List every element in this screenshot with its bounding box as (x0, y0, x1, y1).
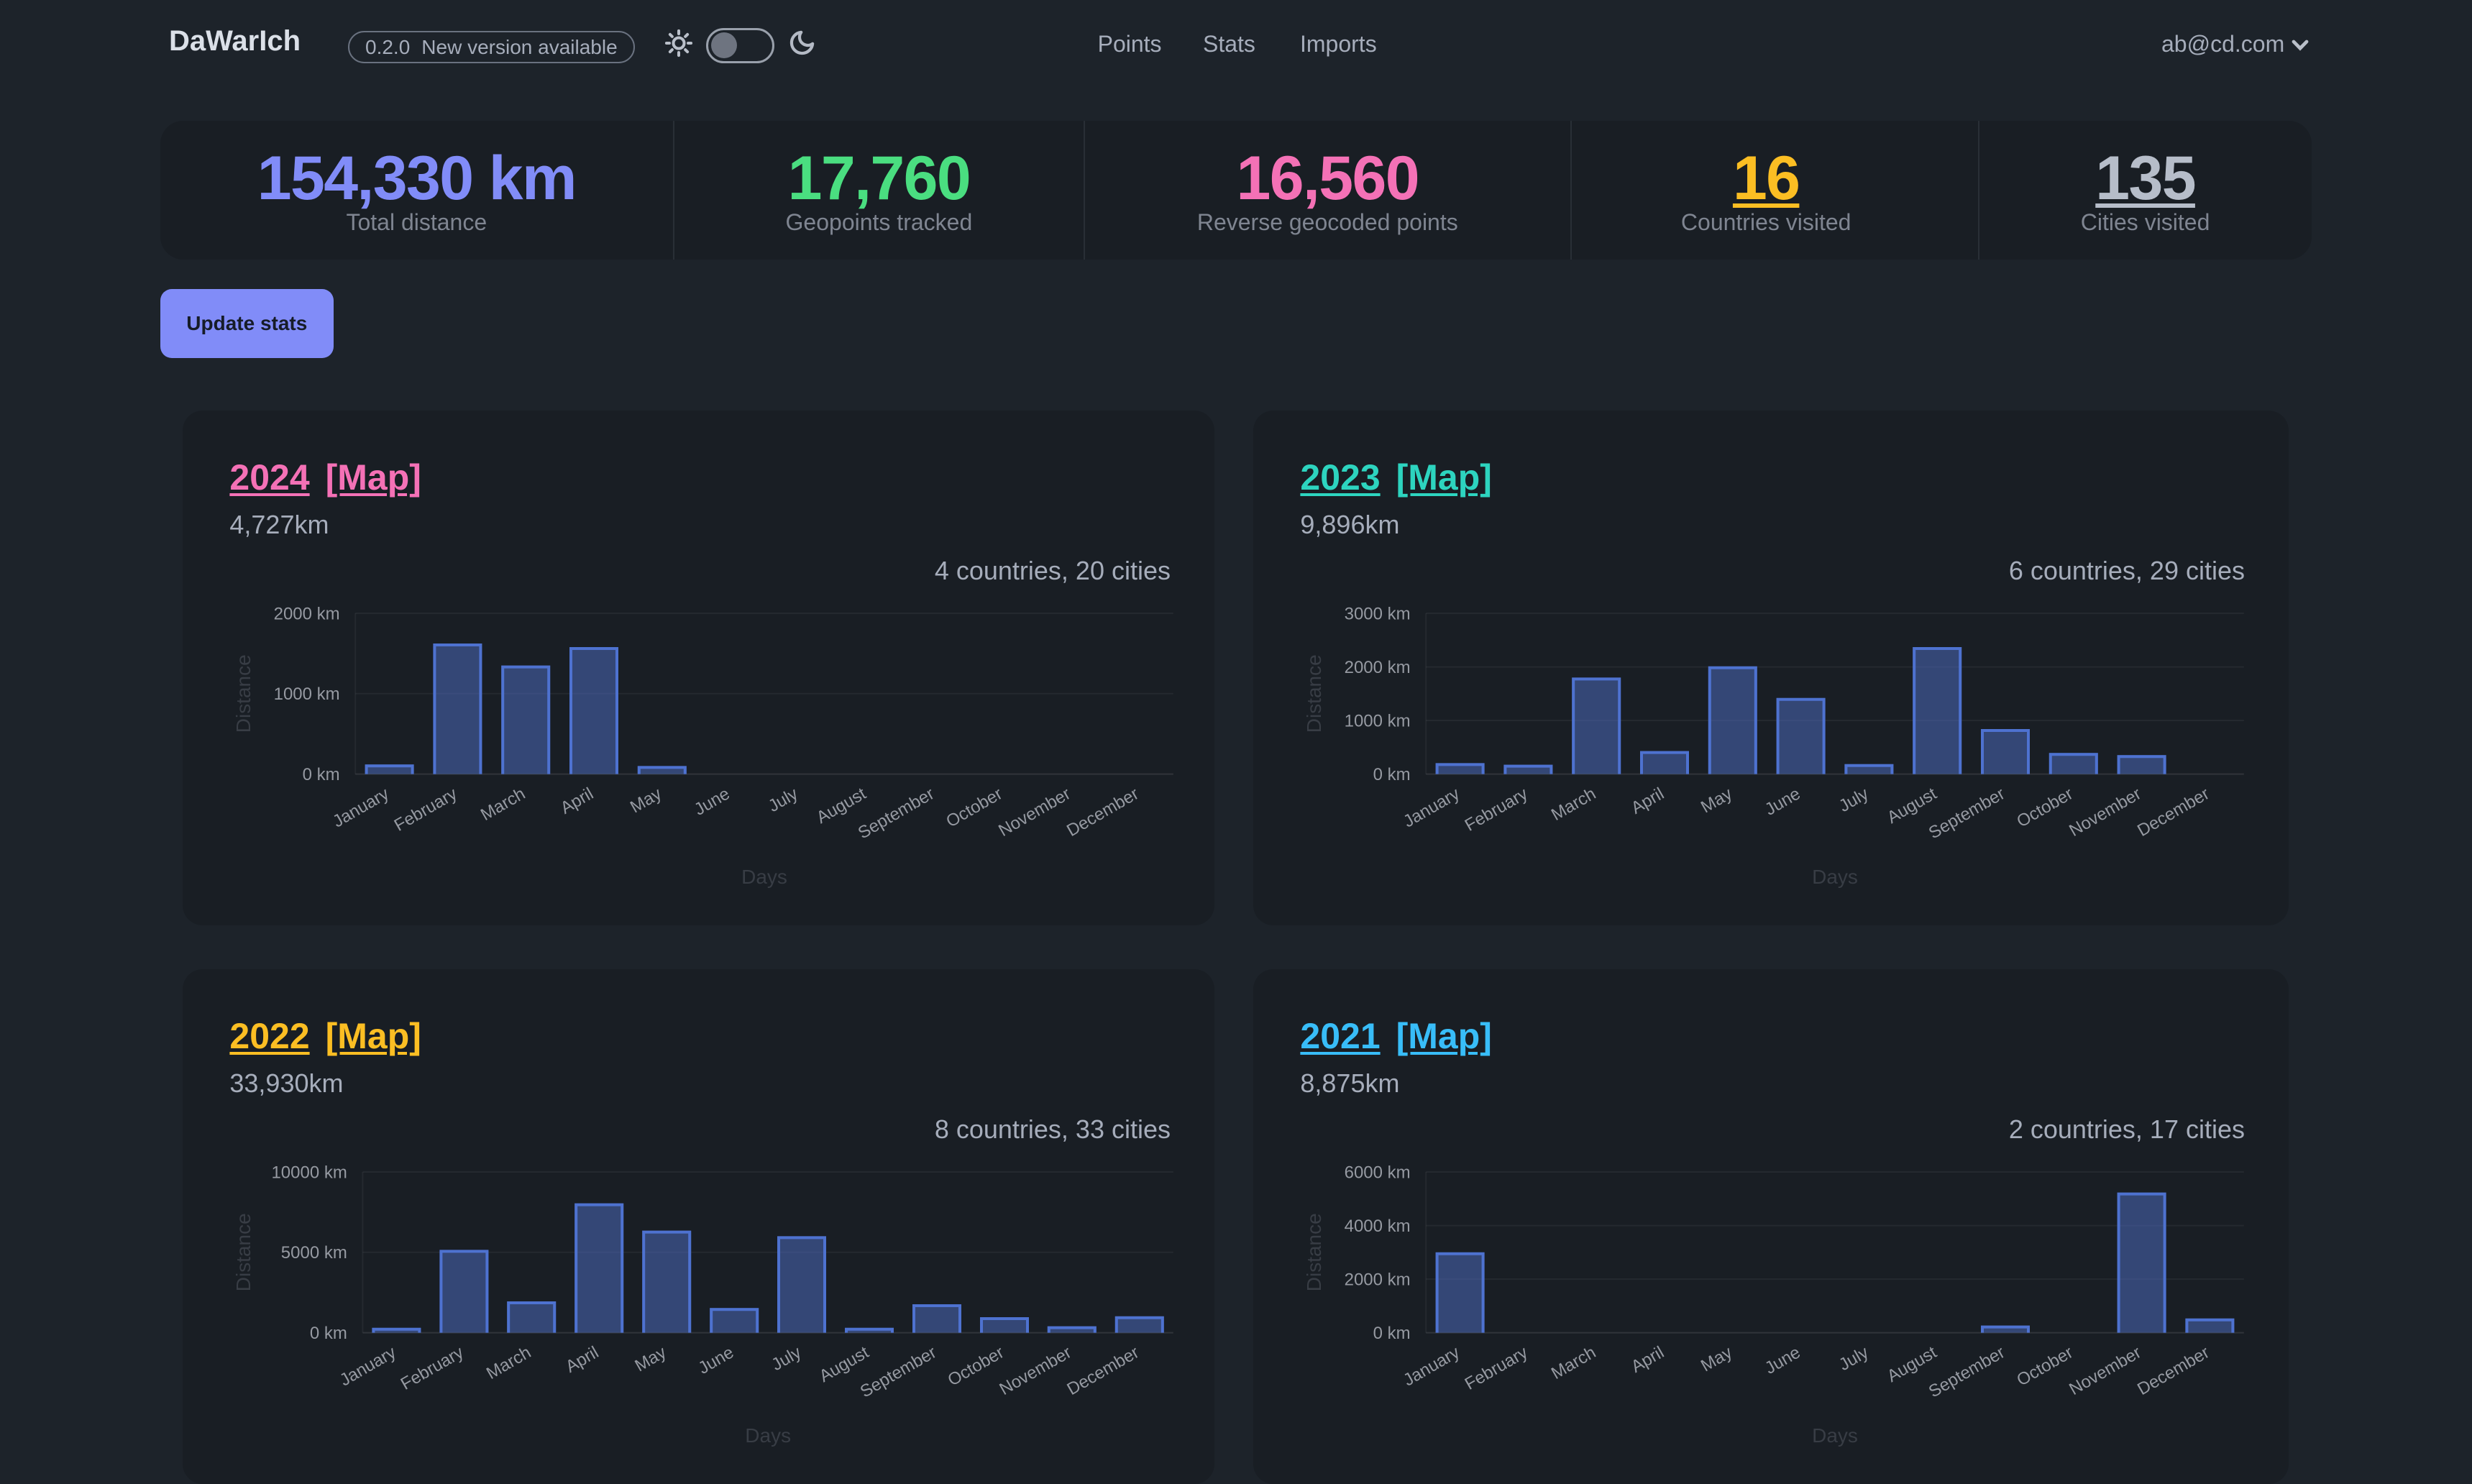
svg-text:2000 km: 2000 km (1345, 658, 1411, 677)
svg-text:March: March (1548, 1342, 1599, 1383)
svg-text:April: April (557, 784, 597, 817)
svg-text:Distance: Distance (232, 1213, 255, 1291)
svg-text:Days: Days (1812, 1424, 1858, 1447)
svg-text:July: July (1836, 1342, 1872, 1375)
svg-text:April: April (1628, 784, 1667, 817)
svg-text:August: August (813, 784, 869, 828)
svg-text:September: September (1926, 1342, 2008, 1401)
svg-text:Distance: Distance (1303, 1213, 1325, 1291)
svg-text:March: March (1548, 784, 1599, 825)
svg-text:November: November (2066, 784, 2144, 841)
svg-text:5000 km: 5000 km (281, 1243, 347, 1263)
svg-text:September: September (855, 784, 938, 843)
svg-text:September: September (857, 1342, 940, 1401)
svg-text:August: August (1884, 784, 1940, 828)
svg-text:January: January (1400, 1342, 1462, 1390)
svg-text:April: April (562, 1342, 602, 1376)
svg-text:0 km: 0 km (303, 765, 340, 784)
svg-text:Days: Days (741, 866, 787, 888)
svg-text:February: February (391, 784, 461, 835)
svg-text:January: January (329, 784, 392, 831)
svg-text:November: November (995, 784, 1074, 841)
svg-text:1000 km: 1000 km (274, 684, 340, 704)
svg-text:Distance: Distance (1303, 654, 1325, 733)
svg-text:2000 km: 2000 km (274, 604, 340, 623)
svg-text:1000 km: 1000 km (1345, 711, 1411, 730)
svg-text:4000 km: 4000 km (1345, 1217, 1411, 1236)
svg-text:Days: Days (1812, 866, 1858, 888)
svg-text:September: September (1926, 784, 2008, 843)
svg-text:March: March (477, 784, 528, 825)
svg-text:3000 km: 3000 km (1345, 604, 1411, 623)
svg-text:February: February (1462, 1342, 1532, 1393)
svg-text:May: May (627, 784, 665, 817)
svg-text:June: June (1762, 1342, 1804, 1378)
svg-text:0 km: 0 km (310, 1324, 347, 1343)
svg-text:January: January (337, 1342, 399, 1390)
svg-text:August: August (1884, 1342, 1940, 1386)
svg-text:June: June (691, 784, 733, 819)
svg-text:December: December (1063, 784, 1142, 841)
svg-text:April: April (1628, 1342, 1667, 1376)
svg-text:6000 km: 6000 km (1345, 1163, 1411, 1182)
svg-text:June: June (1762, 784, 1804, 819)
svg-text:0 km: 0 km (1373, 765, 1411, 784)
svg-text:10000 km: 10000 km (271, 1163, 347, 1182)
svg-text:February: February (1462, 784, 1532, 835)
svg-text:December: December (2134, 1342, 2212, 1399)
svg-text:Days: Days (745, 1424, 791, 1447)
svg-text:November: November (2066, 1342, 2144, 1399)
svg-text:July: July (1836, 784, 1872, 816)
svg-text:0 km: 0 km (1373, 1324, 1411, 1343)
svg-text:July: July (769, 1342, 805, 1375)
svg-text:March: March (483, 1342, 534, 1383)
svg-text:Distance: Distance (232, 654, 255, 733)
svg-text:January: January (1400, 784, 1462, 831)
svg-text:May: May (1698, 1342, 1736, 1375)
svg-text:July: July (765, 784, 801, 816)
svg-text:May: May (631, 1342, 669, 1375)
svg-text:2000 km: 2000 km (1345, 1270, 1411, 1289)
svg-text:December: December (2134, 784, 2212, 841)
svg-text:February: February (398, 1342, 467, 1393)
svg-text:December: December (1063, 1342, 1142, 1399)
svg-text:June: June (695, 1342, 738, 1378)
svg-text:May: May (1698, 784, 1736, 817)
svg-text:November: November (996, 1342, 1074, 1399)
